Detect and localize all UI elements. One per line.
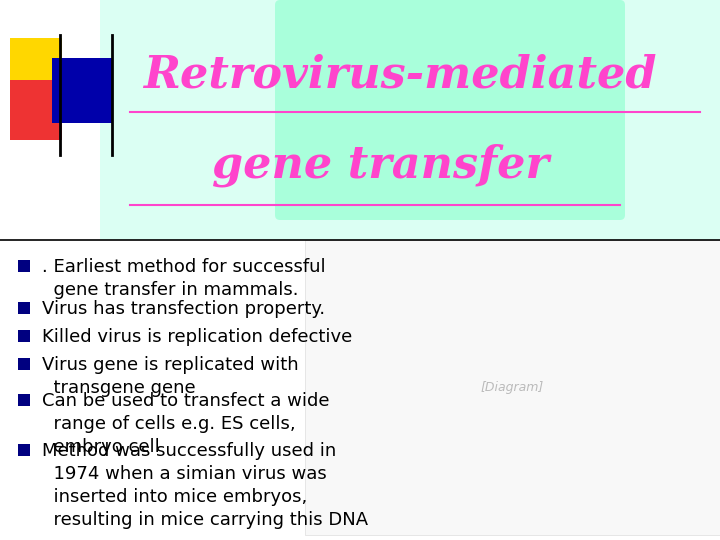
Bar bbox=[100, 0, 720, 240]
Text: [Diagram]: [Diagram] bbox=[481, 381, 544, 394]
Text: . Earliest method for successful
  gene transfer in mammals.: . Earliest method for successful gene tr… bbox=[42, 258, 325, 299]
Bar bbox=[0, 240, 720, 540]
Text: Retrovirus-mediated: Retrovirus-mediated bbox=[143, 53, 657, 97]
FancyBboxPatch shape bbox=[275, 0, 625, 220]
Text: Can be used to transfect a wide
  range of cells e.g. ES cells,
  embryo cell: Can be used to transfect a wide range of… bbox=[42, 392, 330, 456]
Bar bbox=[52, 58, 112, 123]
Bar bbox=[18, 394, 30, 406]
Bar bbox=[18, 302, 30, 314]
Bar bbox=[18, 444, 30, 456]
Bar bbox=[18, 260, 30, 272]
Text: gene transfer: gene transfer bbox=[212, 143, 549, 187]
Bar bbox=[10, 38, 62, 90]
Text: Virus gene is replicated with
  transgene gene: Virus gene is replicated with transgene … bbox=[42, 356, 299, 397]
Text: Killed virus is replication defective: Killed virus is replication defective bbox=[42, 328, 352, 346]
Bar bbox=[18, 330, 30, 342]
Text: Virus has transfection property.: Virus has transfection property. bbox=[42, 300, 325, 318]
Text: Method was successfully used in
  1974 when a simian virus was
  inserted into m: Method was successfully used in 1974 whe… bbox=[42, 442, 368, 540]
Bar bbox=[18, 358, 30, 370]
Bar bbox=[305, 240, 720, 535]
Bar bbox=[0, 0, 720, 240]
Bar bbox=[10, 80, 62, 140]
